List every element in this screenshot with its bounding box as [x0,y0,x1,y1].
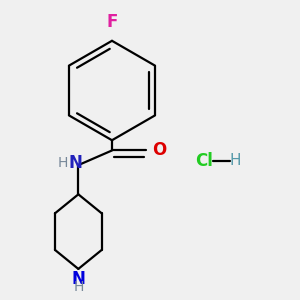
Text: H: H [229,153,241,168]
Text: H: H [73,280,83,294]
Text: O: O [152,141,166,159]
Text: F: F [106,14,118,32]
Text: Cl: Cl [195,152,213,170]
Text: N: N [68,154,83,172]
Text: H: H [58,156,68,170]
Text: N: N [71,270,85,288]
